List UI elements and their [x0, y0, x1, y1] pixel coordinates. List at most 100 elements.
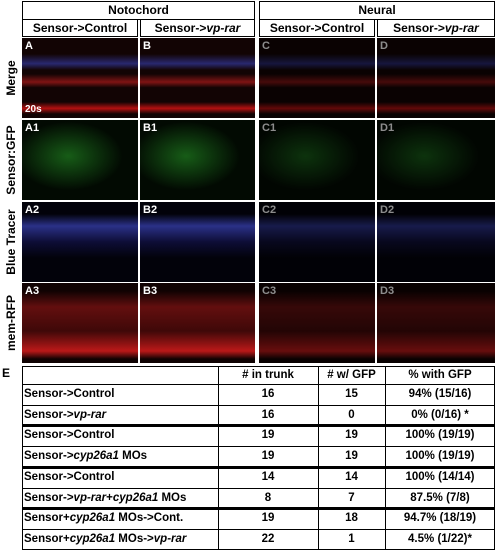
row-label: Sensor:GFP: [4, 125, 18, 195]
micrograph: D3: [377, 283, 495, 363]
micrograph: B1: [140, 120, 255, 200]
cell-value: 100% (14/14): [405, 470, 475, 483]
text-part: cyp26a1: [73, 450, 119, 463]
text-part: Sensor->: [24, 491, 74, 504]
panel-letter: C1: [262, 122, 277, 134]
micrograph: A1: [22, 120, 138, 200]
row-label: Sensor+cyp26a1 MOs->Cont.: [24, 508, 183, 529]
micrograph: B3: [140, 283, 255, 363]
text-part: Sensor->: [24, 408, 74, 421]
text-part: Sensor->Control: [32, 21, 128, 35]
micrograph: A3: [22, 283, 138, 363]
micrograph: C3: [259, 283, 375, 363]
cell-value: 4.5% (1/22)*: [408, 532, 472, 545]
row-label: Sensor->cyp26a1 MOs: [24, 446, 147, 467]
micrograph: B2: [140, 202, 255, 282]
panel-letter: A3: [25, 285, 40, 297]
table-header: # w/ GFP: [327, 369, 376, 381]
panel-letter: D1: [380, 122, 395, 134]
row-label: Sensor->Control: [24, 384, 114, 405]
panel-letter: B: [143, 40, 151, 52]
text-part: cyp26a1: [69, 532, 116, 545]
text-part: vp-rar: [153, 532, 187, 545]
table-rule: [218, 366, 219, 550]
cell-value: 0: [348, 408, 355, 421]
text-part: Sensor->: [393, 21, 445, 35]
panel-letter: D2: [380, 204, 395, 216]
table-rule: [22, 487, 495, 489]
micrograph: C2: [259, 202, 375, 282]
panel-letter: A: [25, 40, 33, 52]
panel-letter: A2: [25, 204, 40, 216]
table-rule: [22, 465, 495, 469]
panel-letter: C2: [262, 204, 277, 216]
micrograph: A2: [22, 202, 138, 282]
row-label: Merge: [4, 60, 18, 96]
row-label: Sensor+cyp26a1 MOs->vp-rar: [24, 529, 186, 550]
group-header: Notochord: [22, 1, 255, 20]
panel-letter: D3: [380, 285, 395, 297]
text-part: vp-rar: [73, 491, 107, 504]
cell-value: 14: [345, 470, 358, 483]
text-part: Sensor->: [24, 450, 74, 463]
cell-value: 8: [264, 491, 272, 504]
cell-value: 0% (0/16) *: [411, 408, 469, 421]
panel-letter: B1: [143, 122, 158, 134]
micrograph: A 20s: [22, 38, 138, 118]
cell-value: 22: [261, 532, 275, 545]
cell-value: 18: [345, 512, 358, 525]
micrograph: C1: [259, 120, 375, 200]
table-rule: [22, 404, 495, 406]
text-part: Sensor->: [154, 21, 207, 35]
text-part: Sensor->Control: [24, 388, 115, 400]
cell-value: 100% (19/19): [405, 450, 475, 463]
row-label: Sensor->vp-rar: [24, 405, 106, 426]
text-part: vp-rar: [73, 408, 107, 421]
cell-value: 94.7% (18/19): [403, 512, 477, 525]
micrograph: D1: [377, 120, 495, 200]
text-part: Sensor+: [24, 512, 70, 525]
panel-letter: B3: [143, 285, 158, 297]
panel-letter: C: [262, 40, 270, 52]
stage-label: 20s: [25, 104, 42, 115]
cell-value: 94% (15/16): [408, 388, 472, 400]
column-header: Sensor->vp-rar: [377, 19, 495, 37]
panel-letter: B2: [143, 204, 158, 216]
table-rule: [22, 528, 495, 530]
table-rule: [22, 384, 495, 385]
text-part: vp-rar: [206, 21, 241, 35]
row-label: Sensor->vp-rar+cyp26a1 MOs: [24, 488, 186, 509]
micrograph: D2: [377, 202, 495, 282]
table-header: % with GFP: [408, 369, 472, 381]
table-rule: [22, 424, 495, 428]
panel-letter: C3: [262, 285, 277, 297]
text-part: cyp26a1: [69, 512, 116, 525]
column-header: Sensor->vp-rar: [140, 19, 255, 37]
text-part: MOs: [158, 491, 187, 504]
micrograph: C: [259, 38, 375, 118]
row-label: Sensor->Control: [24, 425, 114, 446]
cell-value: 19: [261, 429, 275, 442]
group-header: Neural: [259, 1, 495, 20]
cell-value: 15: [345, 388, 358, 400]
text-part: Sensor->Control: [24, 470, 115, 483]
table-header: # in trunk: [242, 369, 294, 381]
cell-value: 1: [348, 532, 355, 545]
text-part: +: [106, 491, 113, 504]
text-part: cyp26a1: [112, 491, 159, 504]
text-part: Sensor->Control: [269, 21, 365, 35]
table-rule: [22, 507, 495, 511]
cell-value: 7: [348, 491, 355, 504]
cell-value: 16: [261, 388, 275, 400]
row-label: Sensor->Control: [24, 467, 114, 488]
table-rule: [318, 366, 319, 550]
text-part: MOs->Cont.: [115, 512, 184, 525]
panel-letter: D: [380, 40, 388, 52]
table-rule: [22, 548, 495, 550]
column-header: Sensor->Control: [259, 19, 375, 37]
cell-value: 14: [261, 470, 275, 483]
panel-letter: E: [2, 366, 11, 380]
cell-value: 16: [261, 408, 275, 421]
cell-value: 100% (19/19): [405, 429, 475, 442]
